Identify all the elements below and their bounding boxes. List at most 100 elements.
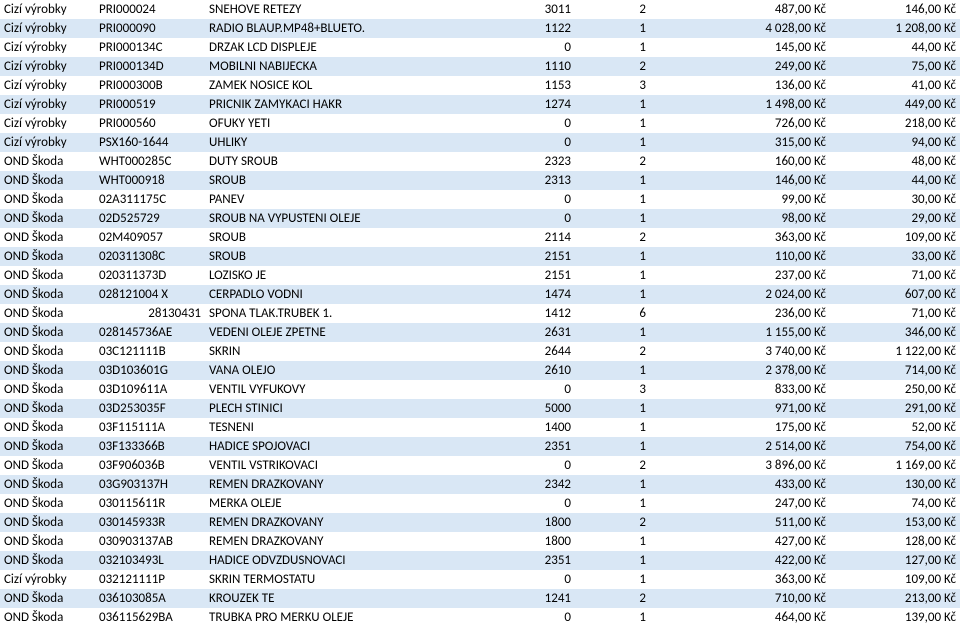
- cell-num2: 3: [575, 76, 650, 95]
- cell-description: DRZAK LCD DISPLEJE: [205, 38, 475, 57]
- cell-code: 032121111P: [95, 570, 205, 589]
- cell-num1: 1474: [475, 285, 575, 304]
- cell-code: PRI000024: [95, 0, 205, 19]
- cell-num1: 2351: [475, 437, 575, 456]
- table-row: Cizí výrobkyPRI000134DMOBILNI NABIJECKA1…: [0, 57, 960, 76]
- cell-description: TESNENI: [205, 418, 475, 437]
- cell-price2: 213,00 Kč: [830, 589, 960, 608]
- cell-num1: 0: [475, 456, 575, 475]
- cell-num2: 1: [575, 475, 650, 494]
- cell-price1: 99,00 Kč: [650, 190, 830, 209]
- parts-table: Cizí výrobkyPRI000024SNEHOVE RETEZY30112…: [0, 0, 960, 627]
- cell-category: OND Škoda: [0, 475, 95, 494]
- cell-category: OND Škoda: [0, 342, 95, 361]
- cell-code: 030115611R: [95, 494, 205, 513]
- cell-price1: 511,00 Kč: [650, 513, 830, 532]
- cell-price2: 41,00 Kč: [830, 76, 960, 95]
- cell-category: OND Škoda: [0, 513, 95, 532]
- table-row: OND Škoda030145933RREMEN DRAZKOVANY18002…: [0, 513, 960, 532]
- cell-num2: 1: [575, 361, 650, 380]
- table-row: OND Škoda03G903137HREMEN DRAZKOVANY23421…: [0, 475, 960, 494]
- cell-price2: 30,00 Kč: [830, 190, 960, 209]
- cell-code: 02M409057: [95, 228, 205, 247]
- cell-num2: 1: [575, 608, 650, 627]
- cell-description: SNEHOVE RETEZY: [205, 0, 475, 19]
- cell-category: OND Škoda: [0, 285, 95, 304]
- cell-num2: 1: [575, 418, 650, 437]
- cell-price2: 250,00 Kč: [830, 380, 960, 399]
- cell-num1: 1800: [475, 532, 575, 551]
- cell-code: 030903137AB: [95, 532, 205, 551]
- cell-num1: 1122: [475, 19, 575, 38]
- cell-price2: 139,00 Kč: [830, 608, 960, 627]
- cell-num2: 1: [575, 285, 650, 304]
- cell-num1: 2351: [475, 551, 575, 570]
- table-row: OND ŠkodaWHT000285CDUTY SROUB23232160,00…: [0, 152, 960, 171]
- cell-code: PRI000134C: [95, 38, 205, 57]
- cell-num2: 1: [575, 494, 650, 513]
- cell-num2: 6: [575, 304, 650, 323]
- cell-price2: 109,00 Kč: [830, 570, 960, 589]
- table-row: OND Škoda03D253035FPLECH STINICI50001971…: [0, 399, 960, 418]
- table-row: OND Škoda02D525729SROUB NA VYPUSTENI OLE…: [0, 209, 960, 228]
- cell-description: REMEN DRAZKOVANY: [205, 475, 475, 494]
- cell-price2: 33,00 Kč: [830, 247, 960, 266]
- cell-price1: 2 024,00 Kč: [650, 285, 830, 304]
- cell-description: KROUZEK TE: [205, 589, 475, 608]
- cell-price2: 1 208,00 Kč: [830, 19, 960, 38]
- cell-description: PRICNIK ZAMYKACI HAKR: [205, 95, 475, 114]
- cell-code: 03F133366B: [95, 437, 205, 456]
- cell-num1: 1800: [475, 513, 575, 532]
- cell-price2: 71,00 Kč: [830, 304, 960, 323]
- cell-category: Cizí výrobky: [0, 38, 95, 57]
- cell-code: 03D103601G: [95, 361, 205, 380]
- cell-price1: 145,00 Kč: [650, 38, 830, 57]
- table-row: OND Škoda030115611RMERKA OLEJE01247,00 K…: [0, 494, 960, 513]
- cell-code: 03F906036B: [95, 456, 205, 475]
- cell-price1: 146,00 Kč: [650, 171, 830, 190]
- table-row: OND Škoda03F133366BHADICE SPOJOVACI23511…: [0, 437, 960, 456]
- cell-category: OND Škoda: [0, 209, 95, 228]
- cell-category: Cizí výrobky: [0, 95, 95, 114]
- cell-price2: 71,00 Kč: [830, 266, 960, 285]
- cell-price2: 218,00 Kč: [830, 114, 960, 133]
- cell-num2: 3: [575, 380, 650, 399]
- cell-category: OND Škoda: [0, 494, 95, 513]
- cell-description: CERPADLO VODNI: [205, 285, 475, 304]
- cell-description: HADICE ODVZDUSNOVACI: [205, 551, 475, 570]
- cell-num2: 1: [575, 38, 650, 57]
- cell-code: 03G903137H: [95, 475, 205, 494]
- cell-num2: 2: [575, 589, 650, 608]
- cell-num1: 2114: [475, 228, 575, 247]
- cell-description: DUTY SROUB: [205, 152, 475, 171]
- cell-code: 036115629BA: [95, 608, 205, 627]
- table-row: OND Škoda020311373DLOZISKO JE21511237,00…: [0, 266, 960, 285]
- cell-description: ZAMEK NOSICE KOL: [205, 76, 475, 95]
- table-row: Cizí výrobkyPSX160-1644UHLIKY01315,00 Kč…: [0, 133, 960, 152]
- cell-description: SROUB: [205, 247, 475, 266]
- cell-category: OND Škoda: [0, 608, 95, 627]
- cell-price2: 109,00 Kč: [830, 228, 960, 247]
- cell-category: OND Škoda: [0, 323, 95, 342]
- cell-price1: 2 514,00 Kč: [650, 437, 830, 456]
- cell-num1: 2151: [475, 266, 575, 285]
- cell-num2: 2: [575, 228, 650, 247]
- cell-price1: 2 378,00 Kč: [650, 361, 830, 380]
- cell-price2: 127,00 Kč: [830, 551, 960, 570]
- cell-description: UHLIKY: [205, 133, 475, 152]
- cell-num1: 5000: [475, 399, 575, 418]
- cell-price2: 1 122,00 Kč: [830, 342, 960, 361]
- cell-price1: 1 498,00 Kč: [650, 95, 830, 114]
- cell-price1: 236,00 Kč: [650, 304, 830, 323]
- cell-code: PRI000090: [95, 19, 205, 38]
- cell-description: LOZISKO JE: [205, 266, 475, 285]
- cell-category: OND Škoda: [0, 228, 95, 247]
- cell-description: RADIO BLAUP.MP48+BLUETO.: [205, 19, 475, 38]
- table-row: Cizí výrobkyPRI000300BZAMEK NOSICE KOL11…: [0, 76, 960, 95]
- cell-category: OND Škoda: [0, 589, 95, 608]
- cell-code: 02A311175C: [95, 190, 205, 209]
- cell-num1: 3011: [475, 0, 575, 19]
- cell-num2: 1: [575, 323, 650, 342]
- cell-num1: 2644: [475, 342, 575, 361]
- cell-price1: 710,00 Kč: [650, 589, 830, 608]
